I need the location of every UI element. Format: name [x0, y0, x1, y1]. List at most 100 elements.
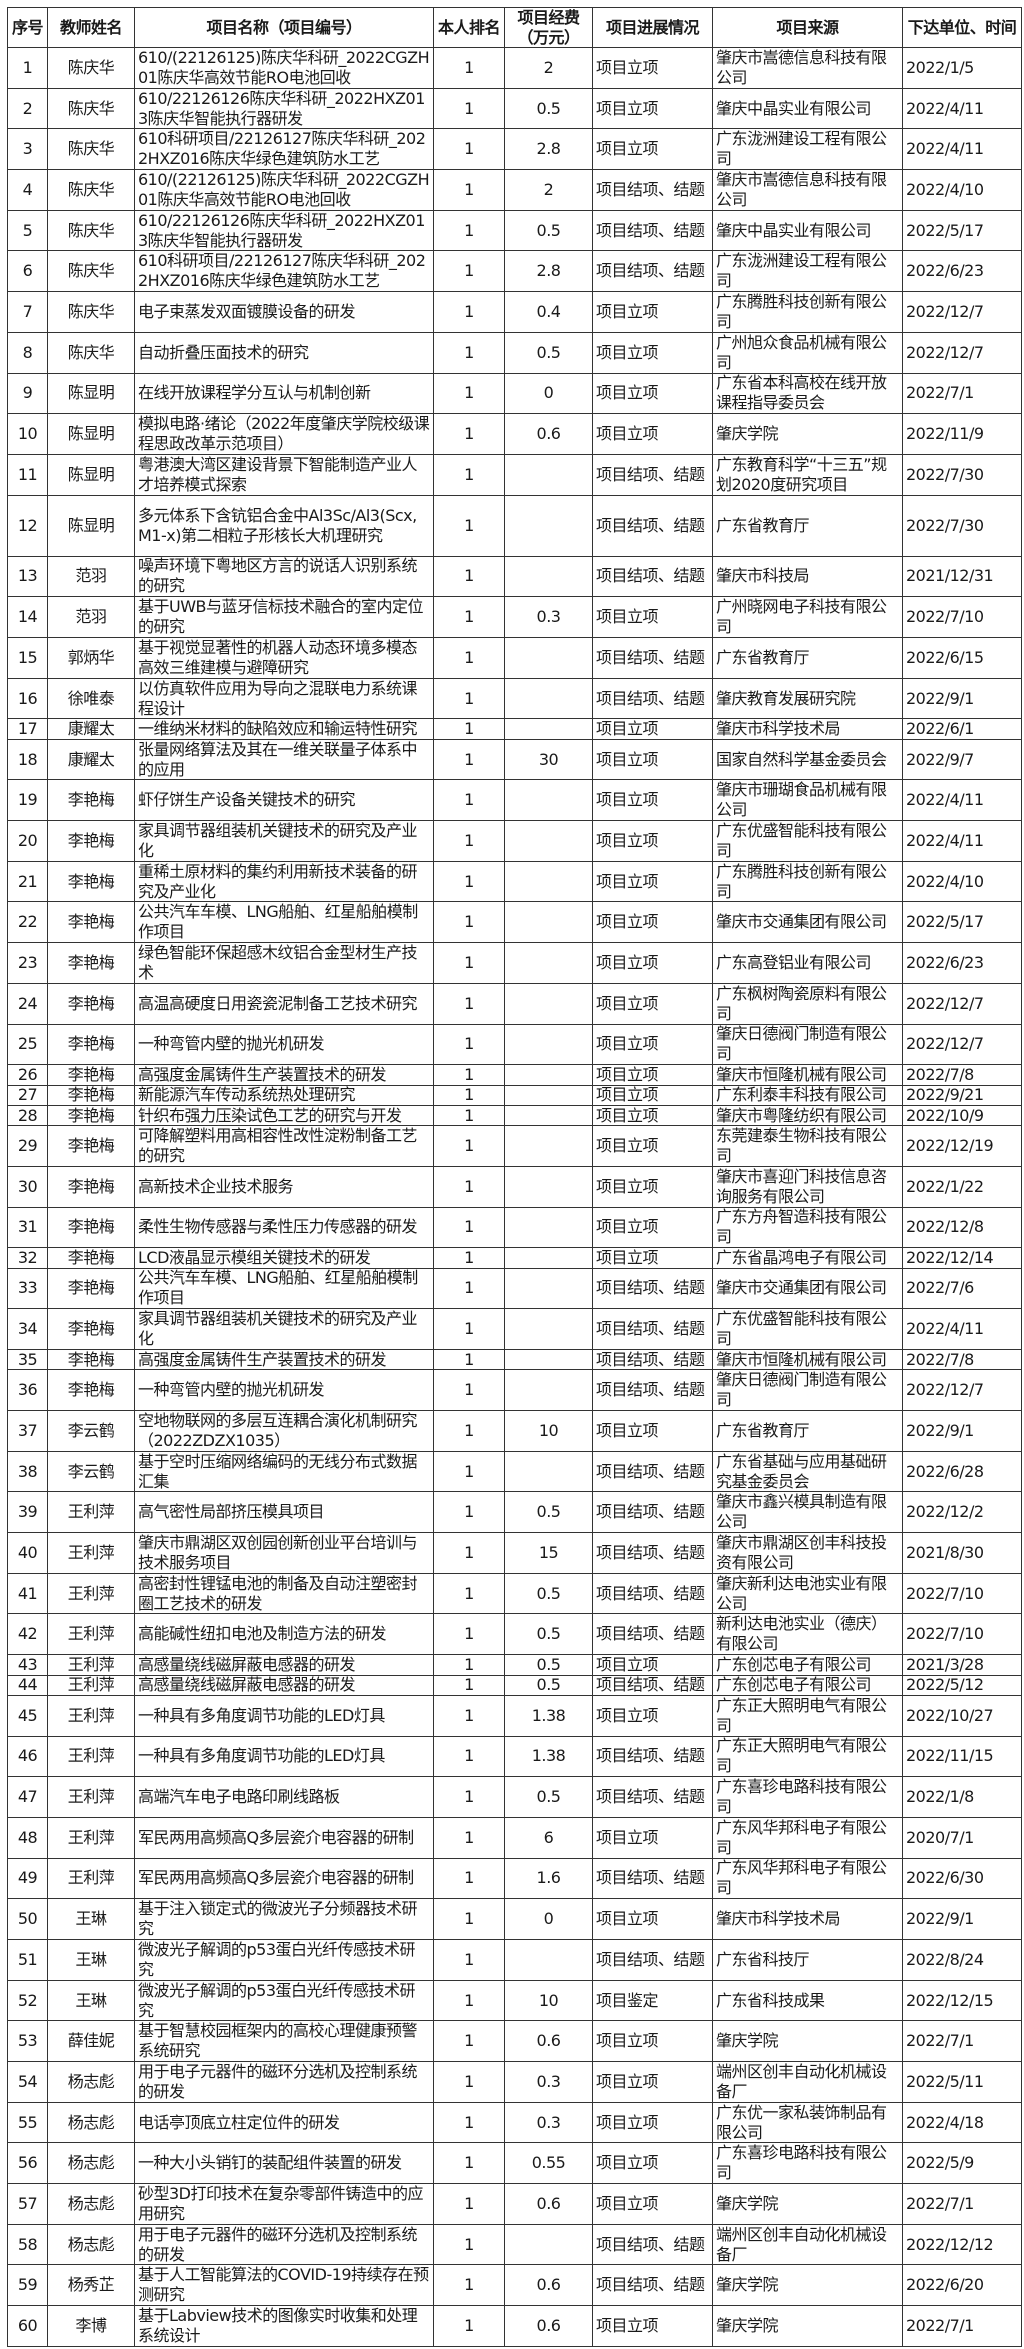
teacher-name-text: 陈庆华: [67, 261, 115, 281]
rank-text: 1: [464, 1909, 474, 1929]
cell-issue-date: 2022/12/2: [903, 1492, 1022, 1534]
rank-text: 1: [464, 2031, 474, 2051]
cell-progress: 项目立项: [593, 1817, 713, 1859]
issue-date-text: 2020/7/1: [906, 1827, 974, 1847]
index-text: 12: [17, 515, 38, 535]
cell-source: 肇庆新利达电池实业有限公司: [713, 1573, 903, 1615]
progress-text: 项目结项、结题: [596, 1675, 705, 1695]
cell-issue-date: 2022/4/11: [903, 1309, 1022, 1351]
table-row: 55 杨志彪 电话亭顶底立柱定位件的研发 1 0.3 项目立项 广东优一家私装饰制品有限公司…: [8, 2102, 1022, 2144]
issue-date-text: 2022/12/15: [906, 1990, 994, 2010]
index-text: 35: [17, 1350, 38, 1369]
cell-project-name: 高感量绕线磁屏蔽电感器的研发: [135, 1675, 434, 1696]
cell-rank: 1: [434, 495, 505, 557]
progress-text: 项目立项: [596, 749, 659, 769]
cell-index: 60: [8, 2306, 48, 2347]
header-label: 序号: [11, 17, 44, 37]
index-text: 38: [17, 1461, 38, 1481]
cell-teacher-name: 王利萍: [48, 1777, 135, 1818]
funding-text: 15: [538, 1542, 559, 1562]
teacher-name-text: 康耀太: [67, 719, 115, 739]
cell-progress: 项目立项: [593, 1105, 713, 1127]
cell-progress: 项目结项、结题: [593, 1309, 713, 1351]
issue-date-text: 2022/7/1: [906, 2031, 974, 2051]
cell-teacher-name: 李艳梅: [48, 1024, 135, 1066]
table-row: 33 李艳梅 公共汽车车模、LNG船舶、红星船舶模制作项目 1 项目结项、结题 肇庆市交通…: [8, 1268, 1022, 1310]
index-text: 53: [17, 2031, 38, 2051]
issue-date-text: 2022/7/30: [906, 515, 984, 535]
cell-issue-date: 2022/9/7: [903, 739, 1022, 781]
rank-text: 1: [464, 1705, 474, 1725]
progress-text: 项目结项、结题: [596, 515, 705, 535]
cell-teacher-name: 李艳梅: [48, 1105, 135, 1127]
funding-text: 0.5: [536, 1583, 561, 1603]
cell-rank: 1: [434, 1736, 505, 1778]
cell-funding: 0.5: [505, 1614, 593, 1656]
header-label: 项目进展情况: [605, 17, 700, 37]
progress-text: 项目立项: [596, 1176, 659, 1196]
rank-text: 1: [464, 607, 474, 627]
teacher-name-text: 王利萍: [67, 1868, 115, 1888]
cell-progress: 项目立项: [593, 1126, 713, 1167]
teacher-name-text: 李艳梅: [67, 1034, 115, 1054]
cell-teacher-name: 李艳梅: [48, 1309, 135, 1351]
table-row: 46 王利萍 一种具有多角度调节功能的LED灯具 1 1.38 项目结项、结题 广东正大照明…: [8, 1736, 1022, 1778]
table-row: 11 陈显明 粤港澳大湾区建设背景下智能制造产业人才培养模式探索 1 项目结项、结题 广东…: [8, 454, 1022, 496]
table-row: 16 徐唯泰 以仿真软件应用为导向之混联电力系统课程设计 1 项目结项、结题 肇庆教育发展…: [8, 678, 1022, 720]
cell-teacher-name: 王利萍: [48, 1736, 135, 1778]
cell-index: 25: [8, 1024, 48, 1066]
cell-funding: [505, 495, 593, 557]
rank-text: 1: [464, 1350, 474, 1369]
progress-text: 项目结项、结题: [596, 1380, 705, 1400]
source-text: 广东方舟智造科技有限公司: [716, 1207, 887, 1247]
rank-text: 1: [464, 993, 474, 1013]
progress-text: 项目立项: [596, 1827, 659, 1847]
cell-issue-date: 2022/11/9: [903, 414, 1022, 455]
source-text: 广东高登铝业有限公司: [716, 952, 872, 972]
funding-text: 1.6: [536, 1868, 561, 1888]
table-row: 18 康耀太 张量网络算法及其在一维关联量子体系中的应用 1 30 项目立项 国家自然科学基…: [8, 739, 1022, 781]
teacher-name-text: 李艳梅: [67, 871, 115, 891]
progress-text: 项目立项: [596, 2193, 659, 2213]
rank-text: 1: [464, 2275, 474, 2295]
cell-funding: 0.55: [505, 2143, 593, 2185]
table-row: 43 王利萍 高感量绕线磁屏蔽电感器的研发 1 0.5 项目立项 广东创芯电子有限公司 202…: [8, 1655, 1022, 1676]
cell-index: 43: [8, 1655, 48, 1676]
rank-text: 1: [464, 1034, 474, 1054]
cell-funding: 2: [505, 48, 593, 89]
cell-issue-date: 2022/7/30: [903, 454, 1022, 496]
rank-text: 1: [464, 1990, 474, 2010]
progress-text: 项目结项、结题: [596, 1461, 705, 1481]
source-text: 广东省晶鸿电子有限公司: [716, 1248, 887, 1267]
progress-text: 项目结项、结题: [596, 1787, 705, 1807]
issue-date-text: 2021/8/30: [906, 1542, 984, 1562]
rank-text: 1: [464, 57, 474, 77]
project-name-text: 模拟电路·绪论（2022年度肇庆学院校级课程思政改革示范项目）: [138, 414, 430, 454]
cell-teacher-name: 康耀太: [48, 739, 135, 781]
table-row: 25 李艳梅 一种弯管内壁的抛光机研发 1 项目立项 肇庆日德阀门制造有限公司 2022/1…: [8, 1024, 1022, 1066]
cell-issue-date: 2022/6/23: [903, 943, 1022, 984]
cell-progress: 项目结项、结题: [593, 454, 713, 496]
cell-issue-date: 2022/12/7: [903, 1024, 1022, 1066]
funding-text: 0.3: [536, 607, 561, 627]
issue-date-text: 2022/7/8: [906, 1350, 974, 1369]
cell-source: 广东优一家私装饰制品有限公司: [713, 2102, 903, 2144]
cell-funding: [505, 1207, 593, 1249]
cell-rank: 1: [434, 1939, 505, 1981]
rank-text: 1: [464, 464, 474, 484]
issue-date-text: 2022/4/11: [906, 830, 984, 850]
source-text: 肇庆学院: [716, 2316, 779, 2336]
cell-project-name: 空地物联网的多层互连耦合演化机制研究（2022ZDZX1035）: [135, 1411, 434, 1452]
cell-issue-date: 2022/7/8: [903, 1350, 1022, 1371]
table-row: 12 陈显明 多元体系下含钪铝合金中Al3Sc/Al3(Scx,M1-x)第二相粒子…: [8, 495, 1022, 557]
cell-project-name: 重稀土原材料的集约利用新技术装备的研究及产业化: [135, 861, 434, 903]
progress-text: 项目立项: [596, 383, 659, 403]
cell-source: 肇庆市科学技术局: [713, 719, 903, 740]
teacher-name-text: 陈庆华: [67, 57, 115, 77]
table-row: 60 李博 基于Labview技术的图像实时收集和处理系统设计 1 0.6 项目立项 肇庆学…: [8, 2306, 1022, 2347]
cell-project-name: 610/(22126125)陈庆华科研_2022CGZH01陈庆华高效节能RO电…: [135, 48, 434, 89]
issue-date-text: 2022/12/19: [906, 1136, 994, 1156]
cell-source: 端州区创丰自动化机械设备厂: [713, 2062, 903, 2103]
cell-funding: [505, 1309, 593, 1351]
source-text: 肇庆市珊瑚食品机械有限公司: [716, 780, 887, 820]
